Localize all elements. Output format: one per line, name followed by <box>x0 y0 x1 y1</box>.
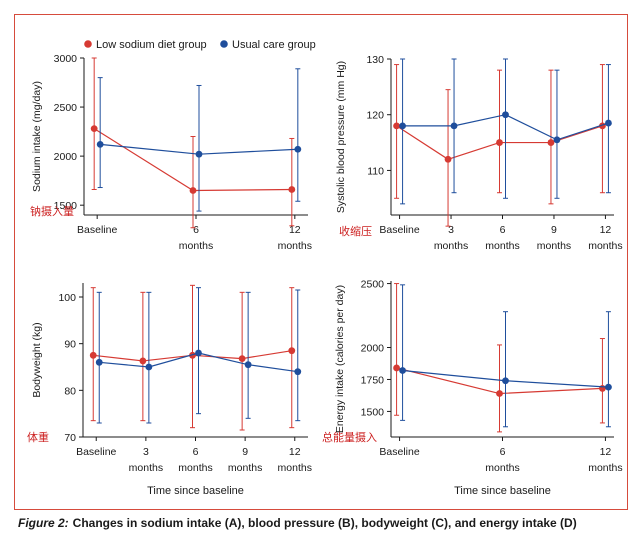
panel-b-ytick-label: 130 <box>366 54 384 66</box>
panel-b-low-sodium-point <box>444 155 452 163</box>
panel-d-low-sodium-point <box>496 390 503 397</box>
chart-panels: 1500 2000 2500 3000 Baseline 6 months 12 months S… <box>27 53 623 497</box>
panel-c-usual-care-point <box>145 363 153 371</box>
panel-a-low-sodium-point <box>90 125 98 133</box>
panel-b-xtick-label: months <box>537 240 571 252</box>
panel-c-xtick-label: months <box>129 462 163 474</box>
panel-a-low-sodium-point <box>288 186 296 193</box>
panel-c-usual-care-point <box>195 349 202 357</box>
panel-b-usual-care-point <box>553 136 561 144</box>
panel-b-xtick-label: Baseline <box>379 224 419 236</box>
panel-b-usual-care-point <box>605 119 612 127</box>
panel-b-xtick-label: 3 <box>448 224 454 236</box>
panel-c-xtick-label: months <box>228 462 262 474</box>
panel-b-y-axis-label: Systolic blood pressure (mm Hg) <box>335 61 347 213</box>
panel-a-xtick-label: 12 <box>289 224 301 236</box>
panel-d-x-axis-label: Time since baseline <box>454 485 551 497</box>
panel-c-low-sodium-point <box>238 355 246 362</box>
panel-c-xtick-label: Baseline <box>76 446 116 458</box>
panel-a-ytick-label: 1500 <box>54 200 78 212</box>
panel-d-annotation: 总能量摄入 <box>322 430 377 444</box>
panel-b-xtick-label: months <box>485 240 519 252</box>
panel-d: 1500 1750 2000 2500 Baseline 6 months 12 months E… <box>322 279 623 497</box>
panel-c-ytick-label: 100 <box>58 292 76 304</box>
panel-c-low-sodium-point <box>288 347 296 355</box>
panel-b-xtick-label: months <box>434 240 468 252</box>
panel-a: 1500 2000 2500 3000 Baseline 6 months 12 months S… <box>30 53 312 252</box>
panel-b-xtick-label: 12 <box>600 224 612 236</box>
panel-b-xtick-label: 9 <box>551 224 557 236</box>
panel-c-y-axis-label: Bodyweight (kg) <box>31 322 43 397</box>
caption-text: Changes in sodium intake (A), blood pres… <box>72 516 577 530</box>
panel-b-low-sodium-point <box>393 122 400 130</box>
panel-b-usual-care-point <box>450 122 458 130</box>
legend-label-usual-care: Usual care group <box>232 39 316 51</box>
panel-b-ytick-label: 110 <box>367 165 384 177</box>
panel-a-ytick-label: 2000 <box>54 151 78 163</box>
panel-d-xtick-label: months <box>485 462 519 474</box>
panel-c-low-sodium-point <box>139 357 147 365</box>
figure-caption: Figure 2: Changes in sodium intake (A), b… <box>18 516 577 530</box>
panel-b-usual-care-point <box>399 122 406 130</box>
panel-b-low-sodium-point <box>547 139 555 146</box>
panel-c: 70 80 90 100 Baseline 3 months 6 months 9 months 12… <box>27 283 312 497</box>
panel-c-usual-care-point <box>294 368 302 376</box>
panel-c-xtick-label: 12 <box>289 446 301 458</box>
panel-c-usual-care-point <box>95 358 103 366</box>
panel-d-ytick-label: 1750 <box>361 374 385 386</box>
panel-b-annotation: 收缩压 <box>339 224 372 238</box>
panel-b-low-sodium-point <box>496 139 503 146</box>
panel-d-ytick-label: 2000 <box>361 342 385 354</box>
panel-b: 110 120 130 Baseline 3 months 6 months 9 months 12… <box>335 54 623 252</box>
panel-a-xtick-label: 6 <box>193 224 199 236</box>
panel-a-usual-care-point <box>195 150 203 158</box>
panel-c-ytick-label: 80 <box>64 385 76 397</box>
panel-b-usual-care-point <box>502 111 509 119</box>
caption-label: Figure 2: <box>18 516 69 530</box>
panel-d-usual-care-point <box>502 377 509 385</box>
panel-a-xtick-label: months <box>179 240 213 252</box>
panel-d-xtick-label: 12 <box>600 446 612 458</box>
panel-a-ytick-label: 2500 <box>54 102 78 114</box>
panel-a-ytick-label: 3000 <box>54 53 78 65</box>
figure-frame <box>14 14 628 510</box>
panel-d-usual-care-point <box>399 367 406 374</box>
panel-a-annotation: 钠摄入量 <box>30 204 74 218</box>
panel-a-xtick-label: months <box>278 240 312 252</box>
panel-c-ytick-label: 70 <box>64 432 76 444</box>
panel-d-xtick-label: Baseline <box>379 446 419 458</box>
panel-a-xtick-label: Baseline <box>77 224 117 236</box>
panel-c-annotation: 体重 <box>27 430 49 444</box>
panel-a-usual-care-point <box>294 145 302 153</box>
panel-d-ytick-label: 1500 <box>361 406 385 418</box>
panel-d-low-sodium-point <box>393 364 400 372</box>
panel-b-xtick-label: months <box>588 240 622 252</box>
legend: Low sodium diet group Usual care group <box>84 39 316 51</box>
panel-b-xtick-label: 6 <box>500 224 506 236</box>
legend-marker-low-sodium <box>84 40 92 48</box>
panel-d-xtick-label: 6 <box>500 446 506 458</box>
panel-a-usual-care-point <box>96 140 104 148</box>
panel-c-low-sodium-point <box>89 351 97 359</box>
panel-a-y-axis-label: Sodium intake (mg/day) <box>31 81 43 192</box>
panel-c-x-axis-label: Time since baseline <box>147 485 244 497</box>
panel-d-y-axis-label: Energy intake (calories per day) <box>334 285 346 433</box>
panel-c-xtick-label: months <box>178 462 212 474</box>
panel-c-xtick-label: 9 <box>242 446 248 458</box>
panel-d-ytick-label: 2500 <box>361 279 385 291</box>
legend-marker-usual-care <box>220 40 228 48</box>
panel-c-xtick-label: 3 <box>143 446 149 458</box>
panel-d-xtick-label: months <box>588 462 622 474</box>
panel-d-usual-care-point <box>605 383 612 391</box>
panel-a-low-sodium-point <box>189 187 197 194</box>
panel-c-ytick-label: 90 <box>64 339 76 351</box>
panel-c-xtick-label: 6 <box>193 446 199 458</box>
panel-c-usual-care-point <box>244 361 252 369</box>
legend-label-low-sodium: Low sodium diet group <box>96 39 207 51</box>
panel-c-xtick-label: months <box>278 462 312 474</box>
panel-b-ytick-label: 120 <box>366 110 384 122</box>
